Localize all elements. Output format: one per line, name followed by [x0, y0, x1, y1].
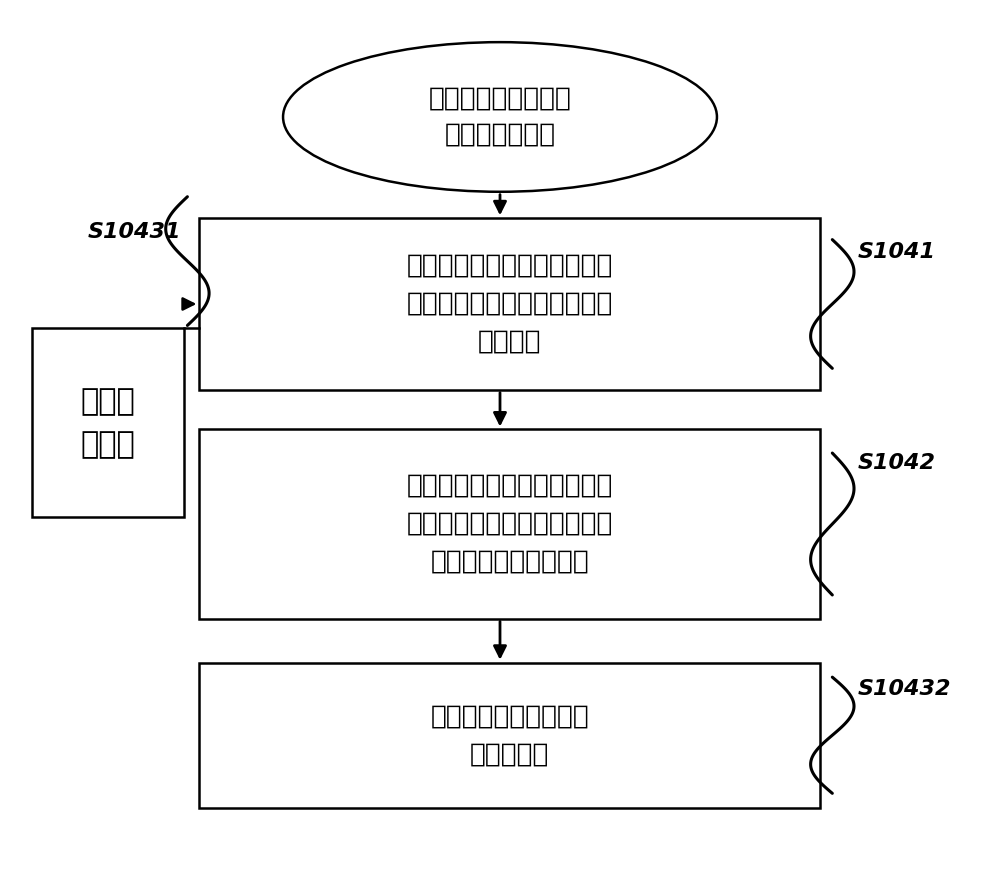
Text: S1041: S1041: [858, 242, 936, 263]
Text: S10431: S10431: [88, 222, 181, 242]
Text: S10432: S10432: [858, 679, 951, 699]
Text: 按照各身份识别卡的虚拟频点
数量比例分配测量间隙，各个
测量频点依次进行测量: 按照各身份识别卡的虚拟频点 数量比例分配测量间隙，各个 测量频点依次进行测量: [407, 473, 613, 575]
Text: 测量结
果反馈: 测量结 果反馈: [81, 387, 135, 459]
Bar: [32, 328, 184, 518]
Text: S1042: S1042: [858, 453, 936, 474]
Bar: [199, 218, 820, 390]
Bar: [199, 429, 820, 619]
Bar: [199, 662, 820, 808]
Text: 对测量结果平滑滤波，
并上报网络: 对测量结果平滑滤波， 并上报网络: [430, 704, 589, 767]
Text: 根据每张身份识别卡对应的服
务小区的信号质量，更新虚拟
频点数量: 根据每张身份识别卡对应的服 务小区的信号质量，更新虚拟 频点数量: [407, 253, 613, 355]
Text: 至少其中一张身份识
别卡处于连接态: 至少其中一张身份识 别卡处于连接态: [429, 86, 571, 148]
